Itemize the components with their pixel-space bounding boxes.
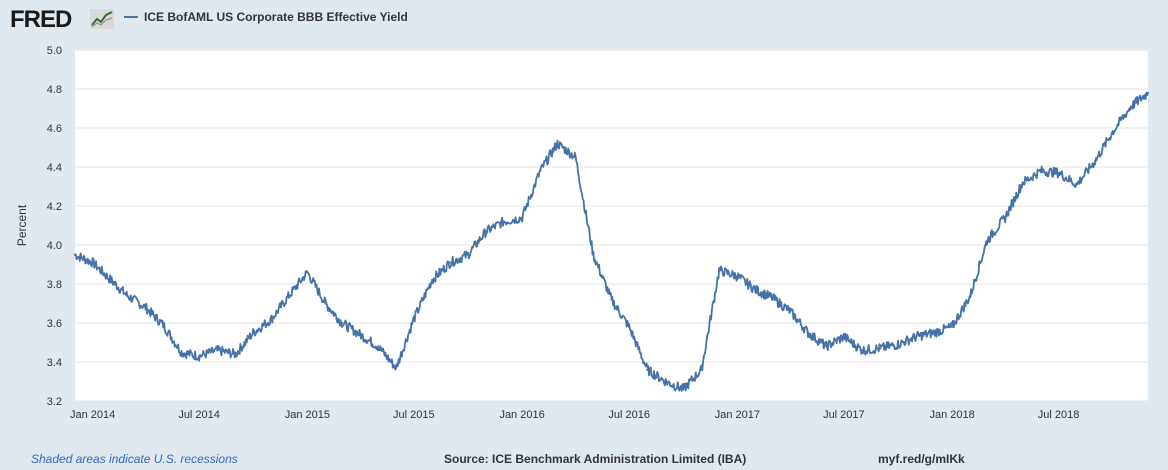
data-point [860,349,864,352]
x-tick-label: Jul 2018 [1038,409,1080,421]
data-point [1021,181,1024,184]
data-point [197,354,201,358]
y-tick-label: 3.8 [47,279,62,291]
data-point [754,288,757,292]
data-point [1003,216,1007,219]
x-tick-label: Jan 2017 [715,409,760,421]
data-point [915,335,918,338]
data-point [1146,91,1150,95]
y-tick-label: 4.6 [47,123,62,135]
x-tick-label: Jan 2015 [285,409,330,421]
data-point [806,331,810,334]
data-point [109,278,113,282]
data-point [700,368,703,371]
data-point [646,368,649,371]
data-point [394,366,398,370]
data-point [340,321,344,325]
data-point [234,353,237,356]
data-point [359,333,362,336]
data-point [216,349,219,352]
y-tick-label: 4.8 [47,84,62,96]
data-point [842,335,846,338]
data-point [736,275,739,278]
data-point [73,253,77,256]
data-point [592,253,595,256]
line-chart-icon [90,9,114,29]
data-point [1057,171,1060,175]
y-axis-label: Percent [15,204,29,246]
data-point [770,296,774,299]
x-tick-label: Jan 2014 [70,409,115,421]
data-point [985,239,989,243]
data-point [162,323,165,327]
data-point [270,317,273,321]
data-point [144,306,147,309]
data-point [91,261,94,264]
data-point [376,345,380,348]
data-point [1093,159,1097,163]
x-tick-label: Jul 2017 [823,409,865,421]
data-point [484,230,488,233]
x-tick-label: Jan 2016 [499,409,544,421]
y-tick-label: 3.4 [47,357,62,369]
legend-series-label: ICE BofAML US Corporate BBB Effective Yi… [144,10,408,24]
data-point [430,278,434,282]
data-point [449,261,452,264]
short-url[interactable]: myf.red/g/mIKk [878,452,965,466]
y-tick-label: 4.4 [47,162,62,174]
data-point [879,347,882,350]
data-point [950,325,954,329]
data-point [539,169,542,173]
data-point [252,331,255,334]
fred-logo[interactable]: FRED [10,6,72,33]
data-point [969,294,972,297]
y-tick-label: 3.2 [47,396,62,408]
y-tick-label: 4.0 [47,240,62,252]
data-point [287,294,291,297]
data-point [1039,169,1043,173]
data-point [896,343,900,346]
data-point [717,269,721,272]
data-point [180,351,183,354]
data-point [520,216,524,219]
y-tick-label: 5.0 [47,45,62,57]
recession-note[interactable]: Shaded areas indicate U.S. recessions [31,452,238,466]
data-point [126,294,129,297]
chart-legend[interactable]: ICE BofAML US Corporate BBB Effective Yi… [124,10,408,24]
header: FRED ICE BofAML US Corporate BBB Effecti… [0,0,1168,40]
data-point [324,302,327,305]
data-point [825,345,828,348]
data-point [682,388,685,391]
data-point [1129,105,1133,108]
data-point [664,380,667,383]
chart-area[interactable]: 3.2 3.4 3.6 3.8 4.0 4.2 4.4 4.6 4.8 5.0 Jan 2014 Ju… [0,0,1168,440]
series-line [74,91,1149,392]
x-tick-label: Jul 2015 [393,409,435,421]
y-tick-label: 3.6 [47,318,62,330]
x-tick-label: Jul 2016 [608,409,650,421]
source-text: Source: ICE Benchmark Administration Lim… [444,452,747,466]
legend-swatch [124,16,138,18]
plot-background [75,50,1148,401]
x-tick-label: Jan 2018 [929,409,974,421]
data-point [466,253,470,256]
data-point [412,317,416,321]
data-point [932,331,936,334]
data-point [1111,130,1114,134]
data-point [789,310,792,313]
data-point [610,298,613,301]
data-point [306,271,309,274]
data-point [627,325,631,329]
x-tick-label: Jul 2014 [178,409,220,421]
data-point [502,220,506,223]
data-point [574,156,577,159]
data-point [556,142,559,145]
data-point [1075,183,1079,186]
y-tick-label: 4.2 [47,201,62,213]
